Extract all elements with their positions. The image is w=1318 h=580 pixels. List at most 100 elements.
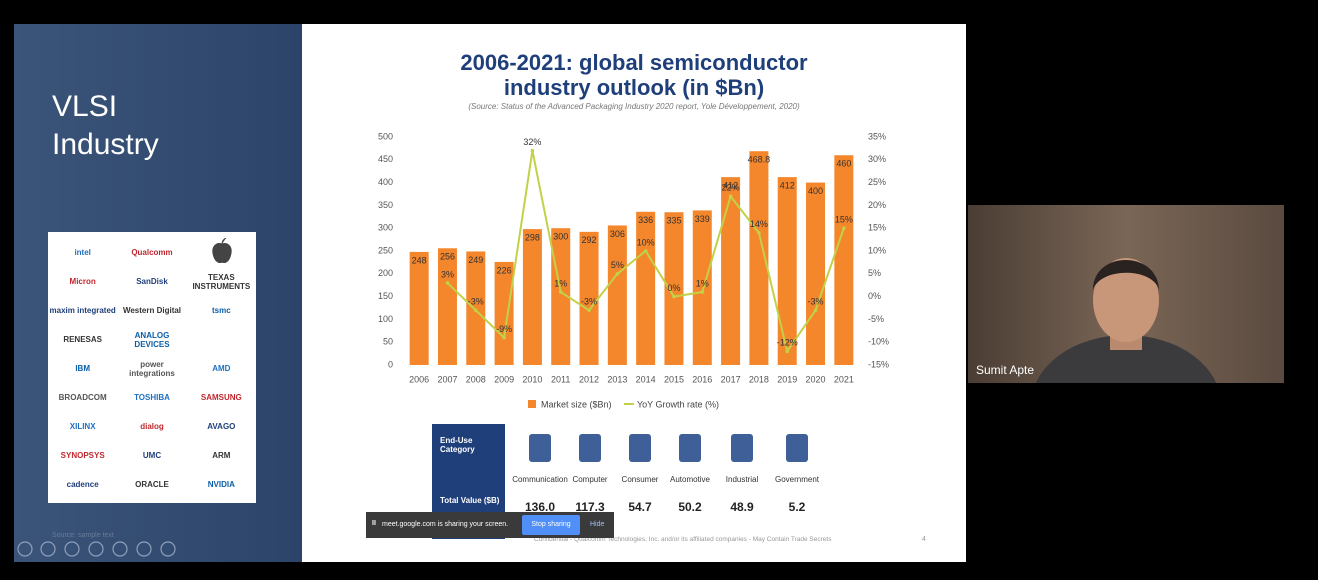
person-hair <box>1093 260 1159 290</box>
x-tick-label: 2019 <box>777 374 797 384</box>
bar-value-label: 412 <box>780 181 795 191</box>
y2-tick-label: 20% <box>868 200 886 210</box>
y-tick-label: 250 <box>378 245 393 255</box>
growth-point <box>728 194 733 199</box>
growth-point <box>700 290 705 294</box>
category-icon <box>529 434 551 462</box>
growth-label: 15% <box>835 215 853 225</box>
bar-value-label: 306 <box>610 229 625 239</box>
apple-logo <box>212 238 232 263</box>
x-tick-label: 2017 <box>721 374 741 384</box>
growth-label: -12% <box>777 338 798 348</box>
growth-label: -9% <box>496 324 512 334</box>
y2-tick-label: 25% <box>868 177 886 187</box>
growth-label: 14% <box>750 219 768 229</box>
y2-tick-label: 5% <box>868 268 881 278</box>
bar-value-label: 339 <box>695 214 710 224</box>
growth-label: 10% <box>637 237 655 247</box>
category-name: Computer <box>572 475 608 484</box>
logo-row: BROADCOM TOSHIBA SAMSUNG <box>48 383 256 412</box>
x-tick-label: 2011 <box>551 374 570 384</box>
x-tick-label: 2018 <box>749 374 769 384</box>
person-body <box>1035 335 1217 383</box>
bar <box>834 155 854 365</box>
growth-label: 3% <box>441 269 454 279</box>
growth-point <box>842 226 846 230</box>
logo: UMC <box>142 451 162 460</box>
category-name: Automotive <box>669 475 711 484</box>
bar-value-label: 300 <box>553 232 568 242</box>
logo: XILINX <box>69 422 96 431</box>
growth-label: 5% <box>611 260 624 270</box>
growth-point <box>757 230 761 235</box>
category-icon <box>786 434 808 462</box>
slide-controls[interactable] <box>16 539 186 559</box>
logo: SanDisk <box>136 277 168 286</box>
growth-point <box>615 272 620 276</box>
growth-label: -3% <box>808 297 824 307</box>
logo-row: Micron SanDisk TEXAS INSTRUMENTS <box>48 267 256 296</box>
y2-tick-label: -5% <box>868 314 884 324</box>
bar-value-label: 460 <box>836 159 851 169</box>
bar-value-label: 226 <box>497 265 512 275</box>
logo: intel <box>74 248 91 257</box>
legend-label: YoY Growth rate (%) <box>637 399 719 409</box>
category-name: Government <box>774 475 820 484</box>
growth-point <box>643 249 648 253</box>
growth-point <box>587 308 591 313</box>
stop-sharing-button[interactable]: Stop sharing <box>522 515 580 535</box>
y2-tick-label: 30% <box>868 154 886 164</box>
logo: SYNOPSYS <box>60 451 105 460</box>
hide-button[interactable]: Hide <box>590 521 605 528</box>
x-tick-label: 2009 <box>494 374 514 384</box>
y2-tick-label: 0% <box>868 291 881 301</box>
growth-point <box>813 308 818 313</box>
category-value: 50.2 <box>678 500 702 514</box>
bar <box>437 248 457 365</box>
bar-value-label: 298 <box>525 232 540 242</box>
logo: AVAGO <box>207 422 236 431</box>
bar-value-label: 468.8 <box>748 155 771 165</box>
bar <box>607 225 627 365</box>
logo: NVIDIA <box>207 480 235 489</box>
x-tick-label: 2015 <box>664 374 684 384</box>
logo: maxim integrated <box>49 306 116 315</box>
footer: Confidential - Qualcomm Technologies, In… <box>534 536 832 543</box>
category-value: 117.3 <box>575 500 605 514</box>
logo: Western Digital <box>122 306 182 315</box>
x-tick-label: 2016 <box>692 374 712 384</box>
growth-label: 1% <box>554 278 567 288</box>
slide-source: Source: sample text <box>52 532 114 539</box>
y-tick-label: 50 <box>383 337 393 347</box>
logo-row: IBM power integrations AMD <box>48 354 256 383</box>
logo: tsmc <box>211 306 231 315</box>
bar-value-label: 400 <box>808 186 823 196</box>
chart-title: 2006-2021: global semiconductor industry… <box>460 50 808 100</box>
growth-point <box>445 281 450 285</box>
logo: IBM <box>75 364 90 373</box>
x-tick-label: 2012 <box>579 374 599 384</box>
y2-tick-label: 35% <box>868 131 886 141</box>
y-tick-label: 150 <box>378 291 393 301</box>
category-value: 48.9 <box>730 500 754 514</box>
slide-heading: VLSI Industry <box>52 90 159 161</box>
logo: power integrations <box>129 359 175 378</box>
bar <box>579 231 599 365</box>
bar <box>522 229 542 365</box>
logo-row: XILINX dialog AVAGO <box>48 412 256 441</box>
logo: Micron <box>69 277 96 286</box>
logo-row: maxim integrated Western Digital tsmc <box>48 296 256 325</box>
logo: Qualcomm <box>131 248 173 257</box>
y2-tick-label: 15% <box>868 223 886 233</box>
logo: RENESAS <box>63 335 102 344</box>
category-icon <box>731 434 753 462</box>
bar-value-label: 335 <box>666 216 681 226</box>
logo: SAMSUNG <box>200 393 242 402</box>
category-value: 136.0 <box>524 500 556 514</box>
bar-value-label: 292 <box>582 235 597 245</box>
growth-point <box>558 290 563 294</box>
bar <box>749 151 769 365</box>
category-name: Consumer <box>621 475 659 484</box>
growth-label: 22% <box>722 183 740 193</box>
